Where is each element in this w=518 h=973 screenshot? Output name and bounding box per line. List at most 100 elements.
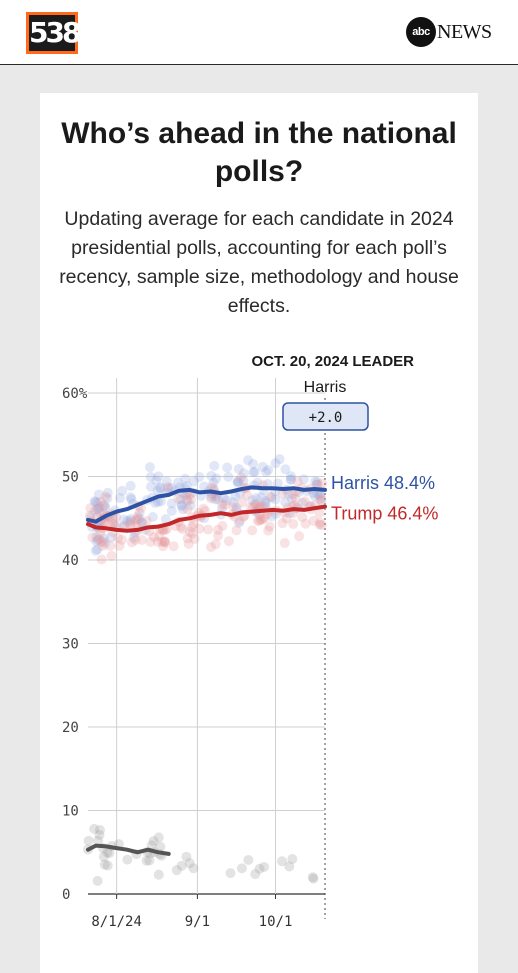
poll-dot	[254, 515, 265, 526]
poll-dot	[94, 824, 105, 835]
poll-dot	[177, 504, 188, 515]
poll-dot	[285, 471, 296, 482]
poll-dot	[315, 494, 326, 505]
poll-dot	[85, 503, 96, 514]
poll-dot	[176, 500, 187, 511]
poll-dot	[100, 491, 111, 502]
poll-dot	[266, 492, 277, 503]
poll-dot	[198, 503, 209, 514]
poll-dot	[159, 537, 170, 548]
poll-dot	[238, 468, 249, 479]
poll-dot	[83, 835, 94, 846]
poll-dot	[176, 499, 187, 510]
poll-dot	[263, 525, 274, 536]
leader-margin: +2.0	[309, 410, 343, 426]
poll-dot	[247, 495, 258, 506]
poll-dot	[309, 491, 320, 502]
poll-dot	[252, 516, 263, 527]
poll-dot	[230, 491, 241, 502]
poll-dot	[146, 840, 157, 851]
poll-dot	[315, 490, 326, 501]
poll-dot	[222, 462, 233, 473]
poll-dot	[181, 851, 192, 862]
poll-dot	[106, 550, 117, 561]
poll-dot	[96, 554, 107, 565]
poll-dot	[93, 503, 104, 514]
poll-dot	[90, 505, 101, 516]
poll-dot	[106, 532, 117, 543]
poll-dot	[237, 497, 248, 508]
poll-dot	[287, 854, 298, 865]
poll-dot	[134, 507, 145, 518]
poll-dot	[153, 471, 164, 482]
poll-dot	[114, 540, 125, 551]
poll-dot	[188, 476, 199, 487]
poll-dot	[310, 476, 321, 487]
poll-dot	[217, 503, 228, 514]
poll-dot	[250, 869, 261, 880]
poll-dot	[93, 533, 104, 544]
poll-dot	[234, 517, 245, 528]
x-tick-label: 10/1	[259, 914, 293, 930]
poll-dot	[124, 518, 135, 529]
poll-dot	[307, 872, 318, 883]
poll-dot	[233, 476, 244, 487]
poll-dot	[220, 499, 231, 510]
poll-chart: OCT. 20, 2024 LEADER Harris +2.0 60% 50 40…	[62, 353, 438, 930]
poll-dot	[234, 516, 245, 527]
poll-dot	[260, 496, 271, 507]
poll-dot	[211, 473, 222, 484]
poll-dot	[206, 493, 217, 504]
poll-dot	[98, 500, 109, 511]
poll-dot	[144, 462, 155, 473]
poll-dot	[210, 539, 221, 550]
poll-dot	[158, 541, 169, 552]
poll-dot	[236, 472, 247, 483]
poll-dot	[92, 535, 103, 546]
poll-dot	[210, 494, 221, 505]
poll-dot	[175, 521, 186, 532]
poll-dot	[194, 471, 205, 482]
poll-dots	[83, 454, 328, 886]
poll-dot	[182, 495, 193, 506]
poll-dot	[213, 524, 224, 535]
poll-card: Who’s ahead in the national polls? Updat…	[40, 93, 478, 973]
poll-dot	[223, 536, 234, 547]
poll-dot	[249, 466, 260, 477]
poll-dot	[180, 490, 191, 501]
poll-dot	[125, 516, 136, 527]
poll-dot	[208, 477, 219, 488]
poll-dot	[261, 467, 272, 478]
538-logo[interactable]: 538	[26, 12, 81, 54]
poll-dot	[280, 497, 291, 508]
poll-dot	[297, 512, 308, 523]
poll-dot	[247, 525, 258, 536]
y-tick-label: 20	[62, 720, 79, 736]
abc-news-logo[interactable]: abc NEWS	[406, 16, 492, 48]
poll-dot	[223, 471, 234, 482]
y-tick-label: 0	[62, 887, 70, 903]
poll-dot	[136, 517, 147, 528]
poll-dot	[95, 528, 106, 539]
poll-dot	[288, 489, 299, 500]
poll-dot	[160, 514, 171, 525]
poll-dot	[177, 524, 188, 535]
poll-dot	[152, 536, 163, 547]
poll-dot	[94, 829, 105, 840]
poll-dot	[155, 841, 166, 852]
poll-dot	[259, 861, 270, 872]
poll-dot	[145, 536, 156, 547]
average-lines	[86, 485, 327, 856]
poll-dot	[117, 485, 128, 496]
poll-dot	[194, 523, 205, 534]
poll-dot	[94, 502, 105, 513]
poll-dot	[98, 851, 109, 862]
poll-dot	[173, 477, 184, 488]
chart-title: Who’s ahead in the national polls?	[61, 117, 457, 188]
poll-dot	[94, 506, 105, 517]
poll-dot	[218, 493, 229, 504]
poll-dot	[297, 497, 308, 508]
poll-dot	[173, 493, 184, 504]
poll-dot	[252, 477, 263, 488]
poll-dot	[316, 520, 327, 531]
